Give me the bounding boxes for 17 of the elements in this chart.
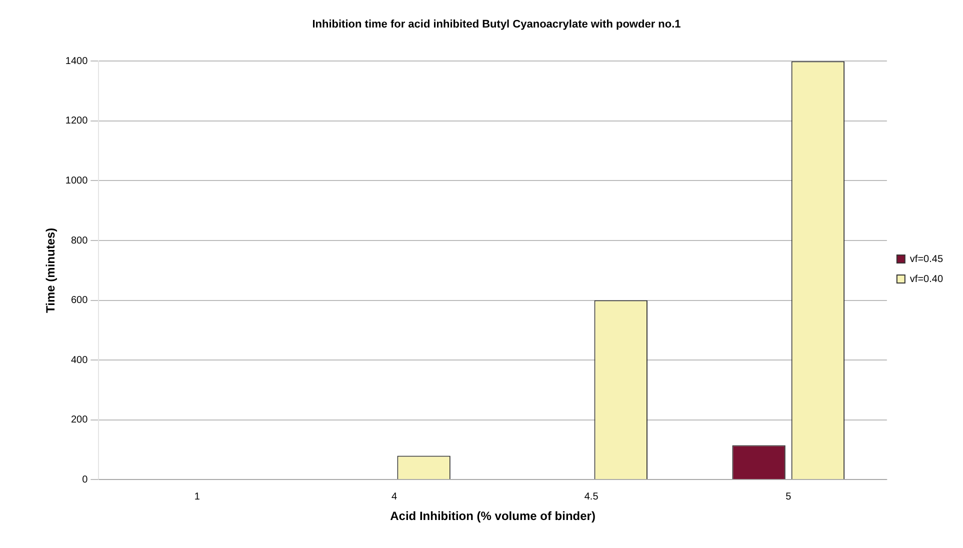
y-axis-title: Time (minutes) — [44, 228, 58, 313]
chart-title: Inhibition time for acid inhibited Butyl Cyanoacrylate with powder no.1 — [312, 18, 681, 31]
y-tick-label: 200 — [70, 414, 88, 426]
x-tick-label: 4.5 — [584, 491, 599, 502]
x-axis-title: Acid Inhibition (% volume of binder) — [390, 509, 596, 524]
y-tick-label: 1400 — [65, 56, 88, 67]
x-tick-label: 4 — [391, 491, 398, 502]
x-tick-label: 5 — [786, 491, 792, 502]
y-tick-label: 1200 — [65, 116, 88, 127]
legend-label: vf=0.40 — [910, 274, 944, 285]
y-tick-label: 600 — [70, 295, 88, 306]
y-tick-label: 0 — [82, 474, 88, 486]
y-tick-label: 800 — [70, 235, 88, 246]
x-tick-label: 1 — [194, 491, 200, 502]
y-tick-label: 400 — [70, 354, 88, 366]
y-tick-label: 1000 — [65, 175, 88, 186]
legend-label: vf=0.45 — [910, 254, 944, 265]
